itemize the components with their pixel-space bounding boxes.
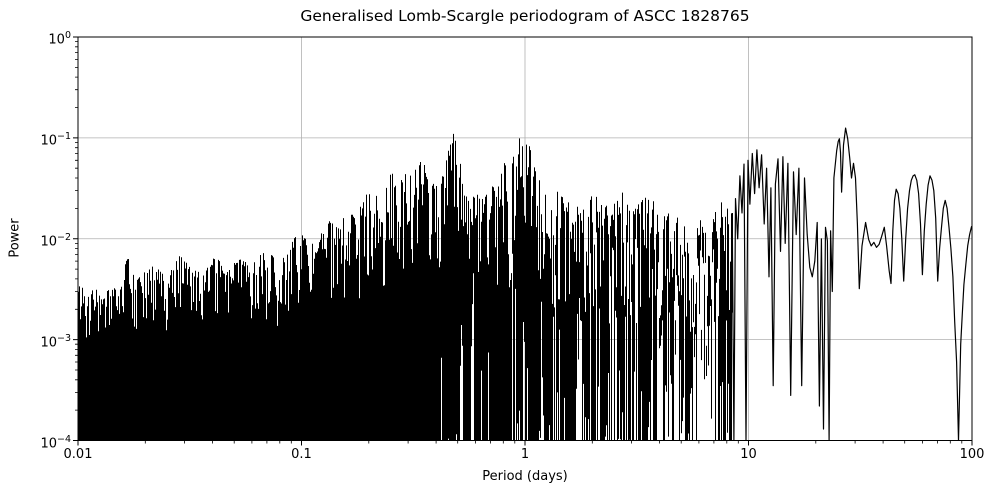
periodogram-resolved-line bbox=[731, 127, 972, 441]
periodogram-dense-region bbox=[78, 133, 733, 441]
y-tick-label: 10−2 bbox=[40, 231, 71, 250]
y-tick-label: 10−3 bbox=[40, 332, 71, 350]
y-tick-label: 10−4 bbox=[40, 433, 71, 451]
chart-title: Generalised Lomb-Scargle periodogram of … bbox=[300, 7, 750, 25]
x-tick-label: 1 bbox=[520, 447, 530, 462]
minor-ticks bbox=[75, 41, 963, 444]
x-tick-label: 100 bbox=[959, 447, 985, 462]
x-axis-label: Period (days) bbox=[482, 469, 568, 484]
x-tick-label: 10 bbox=[740, 447, 757, 462]
y-tick-label: 10−1 bbox=[40, 130, 71, 149]
x-tick-label: 0.01 bbox=[63, 447, 93, 462]
major-ticks bbox=[73, 36, 973, 446]
x-tick-label: 0.1 bbox=[291, 447, 312, 462]
y-tick-label: 100 bbox=[48, 30, 71, 48]
